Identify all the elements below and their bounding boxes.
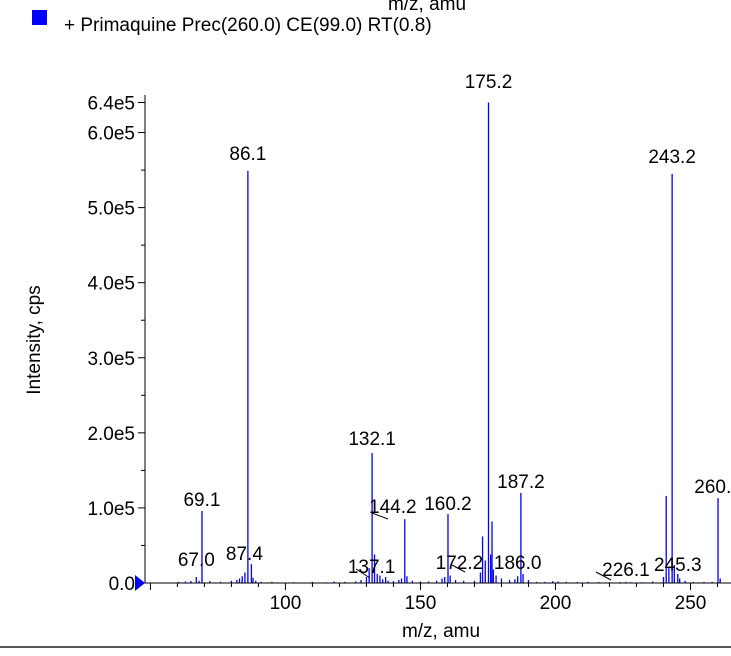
spectrum-peaks <box>178 102 721 583</box>
legend-swatch <box>32 10 47 25</box>
y-tick-label: 3.0e5 <box>87 349 135 370</box>
y-tick-label: 5.0e5 <box>87 199 135 220</box>
y-tick-label: 4.0e5 <box>87 274 135 295</box>
zero-marker-triangle-icon <box>135 575 145 591</box>
peak-label-leader <box>595 571 612 581</box>
peak-label-leader <box>371 512 389 520</box>
top-axis-title-fragment: m/z, amu <box>388 0 466 15</box>
x-axis-ticks: 100 150 200 250 <box>149 583 718 614</box>
peak-label: 243.2 <box>648 147 696 168</box>
x-tick-label: 250 <box>675 593 707 614</box>
y-axis-ticks: 0.0 1.0e5 2.0e5 3.0e5 4.0e5 5.0e5 6.0e5 6.4e5 <box>87 94 145 595</box>
peak-label: 132.1 <box>348 429 396 450</box>
peak-label: 187.2 <box>497 472 545 493</box>
x-tick-label: 100 <box>270 593 302 614</box>
legend: + Primaquine Prec(260.0) CE(99.0) RT(0.8… <box>32 10 432 36</box>
y-tick-label: 6.0e5 <box>87 124 135 145</box>
peak-label: 175.2 <box>465 72 513 93</box>
peak-label-leader <box>355 568 371 579</box>
y-tick-label: 6.4e5 <box>87 94 135 115</box>
x-axis-title: m/z, amu <box>402 621 480 642</box>
x-tick-label: 150 <box>405 593 437 614</box>
legend-label: + Primaquine Prec(260.0) CE(99.0) RT(0.8… <box>64 15 432 36</box>
peak-label: 69.1 <box>183 490 220 511</box>
y-tick-label: 2.0e5 <box>87 424 135 445</box>
peak-label: 160.2 <box>424 494 472 515</box>
peak-label: 67.0 <box>178 550 215 571</box>
peak-label-leader <box>451 564 466 573</box>
peak-label: 172.2 <box>436 553 484 574</box>
peak-label: 226.1 <box>602 560 650 581</box>
peak-label: 260.2 <box>694 477 731 498</box>
peak-label: 137.1 <box>348 557 396 578</box>
peak-label: 186.0 <box>494 553 542 574</box>
y-axis-title: Intensity, cps <box>24 285 45 394</box>
y-tick-label: 1.0e5 <box>87 499 135 520</box>
peak-label: 86.1 <box>229 144 266 165</box>
peak-label: 144.2 <box>369 497 417 518</box>
peak-label: 87.4 <box>226 544 263 565</box>
x-tick-label: 200 <box>540 593 572 614</box>
y-tick-label: 0.0 <box>109 574 135 595</box>
peak-annotations: 175.2 86.1 243.2 132.1 187.2 260.2 69.1 160.2 14… <box>178 72 731 581</box>
peak-label: 245.3 <box>654 555 702 576</box>
axes <box>144 95 731 584</box>
